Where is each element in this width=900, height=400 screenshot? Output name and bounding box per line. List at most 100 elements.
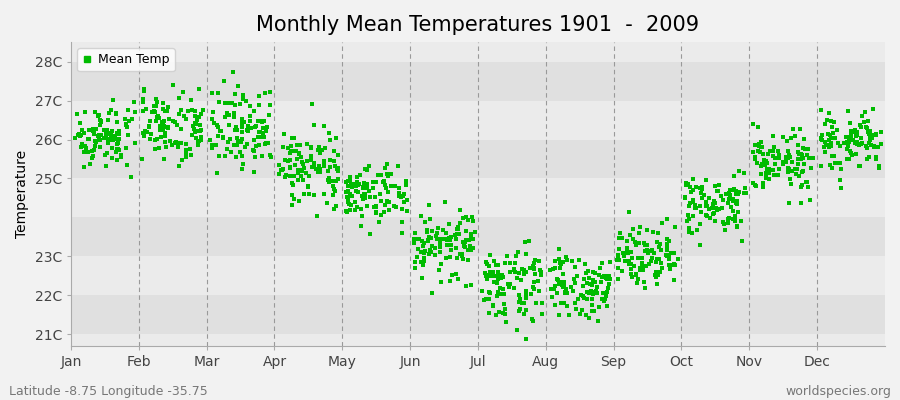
Point [108, 136, 122, 142]
Point [825, 124, 840, 130]
Point [296, 177, 310, 183]
Point [127, 99, 141, 105]
Point [709, 205, 724, 211]
Point [302, 173, 317, 180]
Point [342, 201, 356, 207]
Point [800, 179, 814, 186]
Point [172, 95, 186, 102]
Point [830, 127, 844, 133]
Point [518, 271, 532, 278]
Point [526, 278, 541, 285]
Point [720, 200, 734, 206]
Point [721, 200, 735, 206]
Point [92, 132, 106, 138]
Point [407, 236, 421, 243]
Point [152, 145, 166, 152]
Point [796, 145, 810, 151]
Point [755, 184, 770, 191]
Point [517, 266, 531, 273]
Point [791, 149, 806, 155]
Point [644, 257, 658, 264]
Point [840, 156, 854, 162]
Point [107, 132, 122, 139]
Point [850, 132, 864, 138]
Point [347, 207, 362, 213]
Point [139, 128, 153, 135]
Point [452, 231, 466, 237]
Point [275, 166, 290, 172]
Point [620, 245, 634, 251]
Point [283, 164, 297, 170]
Point [312, 144, 327, 151]
Point [303, 152, 318, 159]
Point [291, 167, 305, 174]
Point [721, 220, 735, 226]
Point [503, 269, 517, 276]
Point [502, 284, 517, 290]
Point [179, 150, 194, 156]
Point [312, 150, 327, 156]
Point [865, 135, 879, 141]
Point [263, 152, 277, 159]
Point [407, 236, 421, 242]
Point [482, 252, 497, 258]
Point [286, 182, 301, 188]
Point [216, 135, 230, 141]
Point [760, 160, 775, 166]
Point [650, 239, 664, 245]
Point [110, 146, 124, 153]
Point [464, 247, 479, 253]
Point [189, 135, 203, 142]
Point [323, 157, 338, 163]
Point [573, 311, 588, 317]
Point [590, 283, 605, 290]
Point [768, 144, 782, 150]
Point [485, 268, 500, 275]
Point [259, 140, 274, 146]
Point [153, 123, 167, 130]
Point [636, 267, 651, 273]
Point [389, 204, 403, 210]
Point [684, 188, 698, 195]
Point [187, 120, 202, 126]
Point [839, 134, 853, 140]
Point [441, 234, 455, 241]
Point [340, 178, 355, 184]
Point [571, 296, 585, 302]
Point [451, 226, 465, 232]
Point [417, 257, 431, 264]
Point [459, 237, 473, 244]
Point [725, 216, 740, 222]
Point [327, 158, 341, 165]
Point [834, 185, 849, 191]
Point [644, 247, 659, 253]
Point [410, 246, 425, 252]
Point [698, 199, 713, 205]
Point [141, 124, 156, 130]
Point [234, 166, 248, 172]
Point [716, 219, 730, 226]
Point [344, 192, 358, 199]
Point [310, 169, 325, 175]
Point [681, 225, 696, 232]
Point [544, 294, 559, 300]
Point [110, 141, 124, 147]
Point [818, 149, 832, 155]
Point [213, 128, 228, 134]
Point [827, 152, 842, 159]
Point [863, 137, 878, 143]
Point [726, 186, 741, 192]
Point [863, 128, 878, 134]
Point [365, 179, 380, 186]
Point [532, 258, 546, 264]
Point [430, 224, 445, 231]
Point [592, 272, 607, 278]
Point [782, 200, 796, 206]
Point [399, 182, 413, 188]
Point [752, 143, 766, 149]
Point [119, 122, 133, 128]
Point [585, 302, 599, 309]
Point [221, 100, 236, 106]
Point [636, 278, 651, 285]
Point [611, 254, 625, 261]
